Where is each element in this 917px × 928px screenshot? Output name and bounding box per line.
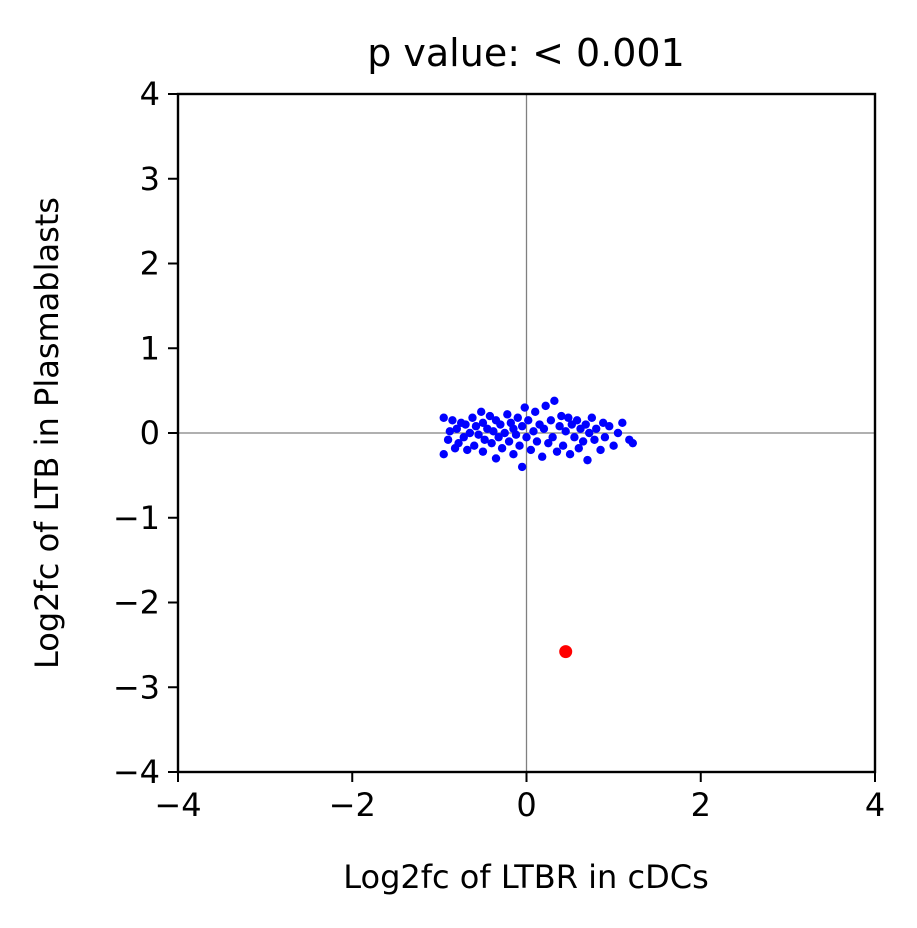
chart-title: p value: < 0.001	[367, 31, 685, 75]
data-point	[500, 428, 509, 438]
plot-layer	[178, 94, 875, 772]
data-point	[478, 447, 488, 456]
data-point	[585, 428, 594, 438]
data-point	[581, 420, 590, 429]
data-point	[541, 401, 550, 411]
data-point	[605, 422, 614, 431]
data-point	[548, 433, 557, 442]
data-point	[517, 422, 527, 431]
data-point	[452, 424, 461, 433]
data-point	[485, 411, 495, 421]
data-point	[476, 407, 486, 417]
data-point	[526, 445, 536, 455]
data-point	[546, 416, 556, 425]
data-point	[618, 418, 627, 428]
data-point	[509, 449, 518, 459]
x-tick-label: 2	[691, 786, 711, 824]
data-point	[504, 437, 514, 446]
points-layer	[439, 396, 637, 659]
data-point	[590, 435, 599, 444]
data-point	[471, 422, 481, 431]
y-axis-label: Log2fc of LTB in Plasmablasts	[28, 197, 66, 669]
data-point	[478, 418, 488, 428]
data-point	[439, 413, 448, 422]
y-tick-label: 1	[140, 329, 160, 367]
data-point	[517, 462, 527, 472]
data-point	[497, 444, 507, 453]
data-point	[628, 438, 637, 448]
data-point	[470, 441, 479, 450]
data-point	[461, 420, 470, 429]
data-point	[489, 427, 498, 436]
data-point	[558, 441, 568, 450]
data-point	[539, 424, 549, 433]
data-point	[570, 433, 579, 442]
data-point	[511, 430, 521, 439]
data-point	[574, 444, 583, 453]
data-point	[487, 438, 496, 448]
data-point	[439, 449, 448, 459]
data-point	[522, 433, 531, 442]
y-tick-label: 2	[140, 245, 160, 283]
data-point	[596, 445, 605, 455]
data-point	[555, 422, 564, 431]
data-point	[550, 396, 559, 405]
data-point	[465, 428, 475, 438]
x-tick-label: −4	[154, 786, 201, 824]
data-point	[583, 455, 592, 465]
x-axis-label: Log2fc of LTBR in cDCs	[343, 858, 708, 896]
x-tick-label: 4	[865, 786, 885, 824]
data-point	[531, 407, 540, 417]
data-point	[600, 433, 610, 442]
data-point	[463, 445, 472, 455]
data-point	[529, 427, 538, 436]
data-point	[494, 433, 503, 442]
data-point	[578, 437, 588, 446]
highlighted-data-point	[559, 645, 573, 659]
data-point	[557, 411, 566, 421]
data-point	[598, 418, 608, 428]
y-tick-label: 3	[140, 160, 160, 198]
y-tick-label: −1	[113, 499, 160, 537]
data-point	[448, 416, 457, 425]
data-point	[613, 428, 623, 438]
data-point	[544, 438, 553, 448]
data-point	[609, 441, 618, 450]
x-tick-label: 0	[516, 786, 536, 824]
axes-layer: −4 −2 0 2 4 −4 −3 −2 −1 0 1 2 3 4	[113, 75, 885, 824]
data-point	[503, 410, 512, 419]
data-point	[496, 420, 505, 429]
data-point	[459, 433, 468, 442]
data-point	[513, 413, 522, 422]
data-point	[468, 413, 477, 422]
data-point	[480, 435, 489, 444]
y-tick-label: 0	[140, 414, 160, 452]
data-point	[537, 452, 547, 461]
data-point	[491, 454, 501, 463]
data-point	[515, 441, 524, 450]
y-tick-label: −2	[113, 584, 160, 622]
data-point	[454, 438, 463, 448]
data-point	[524, 416, 533, 425]
data-point	[520, 403, 529, 412]
data-point	[445, 427, 455, 436]
y-tick-label: 4	[140, 75, 160, 113]
data-point	[565, 449, 575, 459]
data-point	[474, 430, 483, 439]
data-point	[592, 424, 601, 433]
y-tick-label: −4	[113, 753, 160, 791]
data-point	[587, 413, 597, 422]
data-point	[564, 413, 573, 422]
x-tick-label: −2	[329, 786, 376, 824]
data-point	[443, 435, 453, 444]
y-tick-label: −3	[113, 668, 160, 706]
data-point	[561, 427, 570, 436]
data-point	[572, 416, 582, 425]
data-point	[552, 447, 562, 456]
data-point	[532, 437, 542, 446]
